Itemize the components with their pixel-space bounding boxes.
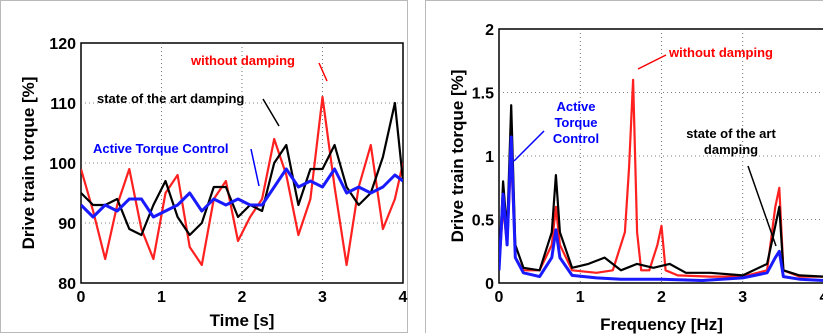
x-axis-label: Time [s]	[210, 311, 275, 330]
frequency-domain-panel: 0 1 2 3 4 0 0.5 1 1.5 2 Frequency [Hz] Drive train …	[425, 0, 823, 334]
x-tick-label: 2	[238, 289, 247, 306]
x-tick-label: 1	[576, 289, 585, 306]
annotation-arrow	[637, 54, 667, 70]
time-domain-panel: 0 1 2 3 4 80 90 100 110 120 Time [s] Drive train to…	[0, 0, 408, 333]
annotation-text: state of the art damping	[97, 91, 244, 106]
series-line-state-of-the-art-damping	[499, 104, 823, 278]
annotation-text: without damping	[668, 45, 773, 60]
annotation-text: Torque	[554, 115, 597, 130]
annotation-text: damping	[704, 142, 758, 157]
annotation-arrow	[262, 98, 280, 127]
x-tick-label: 2	[657, 289, 666, 306]
y-tick-label: 100	[49, 156, 76, 173]
y-axis-label: Drive train torque [%]	[19, 77, 38, 250]
y-tick-label: 2	[485, 22, 494, 39]
frequency-domain-chart: 0 1 2 3 4 0 0.5 1 1.5 2 Frequency [Hz] Drive train …	[448, 22, 823, 334]
x-tick-label: 4	[820, 289, 823, 306]
y-tick-label: 80	[58, 276, 76, 293]
annotation-text: Active Torque Control	[93, 141, 229, 156]
x-tick-label: 3	[738, 289, 747, 306]
y-tick-label: 1	[485, 149, 494, 166]
y-tick-label: 0	[485, 276, 494, 293]
series-line-active-torque-control	[499, 135, 823, 282]
annotation-arrow	[318, 62, 328, 82]
y-tick-label: 120	[49, 36, 76, 53]
y-tick-label: 90	[58, 216, 76, 233]
annotation-text: without damping	[190, 53, 295, 68]
x-tick-label: 0	[77, 289, 86, 306]
x-axis-label: Frequency [Hz]	[600, 315, 723, 334]
annotation-arrow	[250, 148, 260, 187]
annotation-text: Control	[553, 131, 599, 146]
x-tick-label: 0	[495, 289, 504, 306]
y-axis-label: Drive train torque [%]	[448, 70, 467, 243]
y-tick-label: 0.5	[472, 213, 494, 230]
time-domain-chart: 0 1 2 3 4 80 90 100 110 120 Time [s] Drive train to…	[19, 36, 408, 330]
annotation-text: state of the art	[686, 126, 776, 141]
annotation-text: Active	[556, 99, 595, 114]
y-tick-label: 1.5	[472, 86, 494, 103]
x-tick-label: 4	[399, 289, 408, 306]
y-tick-label: 110	[50, 96, 76, 113]
x-tick-label: 1	[157, 289, 166, 306]
x-tick-label: 3	[318, 289, 327, 306]
annotation-arrow	[747, 165, 777, 247]
annotation-arrow	[513, 130, 545, 162]
series-line-active-torque-control	[81, 167, 403, 219]
series-line-state-of-the-art-damping	[81, 101, 403, 237]
